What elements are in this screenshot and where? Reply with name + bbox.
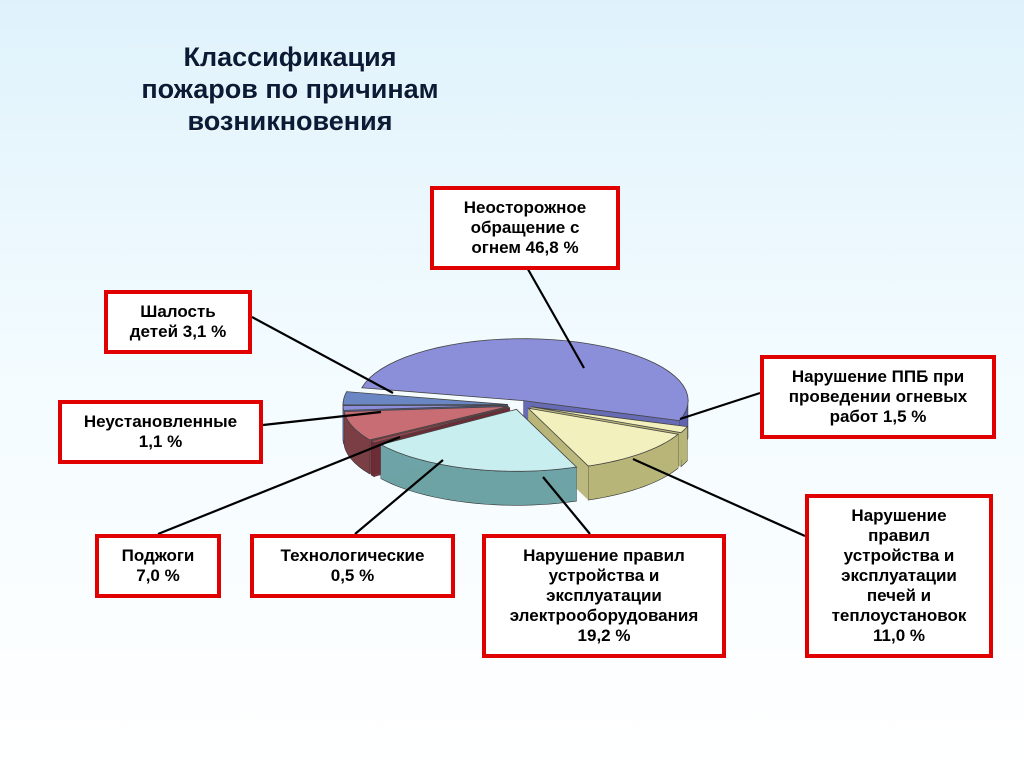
leader-lbl_electric: [543, 477, 590, 534]
pie-side-unknown: [343, 406, 344, 445]
pie-top-unknown: [343, 405, 508, 410]
pie-cut-tech: [371, 408, 510, 475]
pie-cut-stoves: [528, 408, 678, 468]
label-lbl_arson: Поджоги7,0 %: [95, 534, 221, 598]
leader-lbl_careless: [525, 264, 584, 368]
pie-side-ppb: [681, 427, 687, 467]
label-lbl_children: Шалостьдетей 3,1 %: [104, 290, 252, 354]
label-lbl_electric: Нарушение правилустройства иэксплуатации…: [482, 534, 726, 658]
pie-cut-tech: [374, 408, 510, 477]
pie-side-tech: [371, 441, 374, 477]
pie-cut-stoves: [528, 408, 588, 500]
pie-top-ppb: [531, 407, 687, 433]
pie-cut-arson: [370, 406, 509, 473]
pie-cut-unknown: [344, 405, 508, 444]
title-line-1: Классификация: [184, 42, 397, 72]
pie-side-careless: [679, 404, 688, 454]
pie-top-electric: [381, 409, 577, 471]
pie-side-stoves: [588, 434, 678, 500]
label-lbl_ppb: Нарушение ППБ припроведении огневыхработ…: [760, 355, 996, 439]
pie-top-tech: [371, 408, 510, 443]
pie-top-children: [343, 392, 508, 405]
pie-side-arson: [344, 412, 370, 474]
pie-top-arson: [344, 406, 508, 439]
leader-lbl_stoves: [633, 459, 805, 536]
title-line-2: пожаров по причинам: [141, 74, 438, 104]
page-title: Классификация пожаров по причинам возник…: [90, 42, 490, 171]
leader-lbl_tech: [355, 460, 443, 534]
pie-cut-electric: [381, 409, 517, 478]
pie-cut-unknown: [343, 405, 508, 439]
pie-cut-electric: [516, 409, 576, 501]
label-lbl_careless: Неосторожноеобращение согнем 46,8 %: [430, 186, 620, 270]
pie-cut-ppb: [531, 407, 681, 467]
leader-lbl_ppb: [680, 393, 760, 419]
leader-lbl_children: [252, 317, 393, 393]
label-lbl_unknown: Неустановленные1,1 %: [58, 400, 263, 464]
pie-cut-ppb: [531, 407, 687, 461]
pie-cut-arson: [344, 406, 508, 445]
pie-top-stoves: [528, 408, 678, 466]
pie-top-careless: [362, 339, 688, 421]
title-reflection: возникновения: [90, 108, 490, 140]
label-lbl_stoves: Нарушениеправилустройства иэксплуатациип…: [805, 494, 993, 658]
leader-lbl_unknown: [263, 412, 381, 425]
label-lbl_tech: Технологические0,5 %: [250, 534, 455, 598]
pie-side-electric: [381, 445, 577, 506]
pie-cut-children: [343, 405, 508, 439]
pie-cut-careless: [523, 401, 679, 455]
